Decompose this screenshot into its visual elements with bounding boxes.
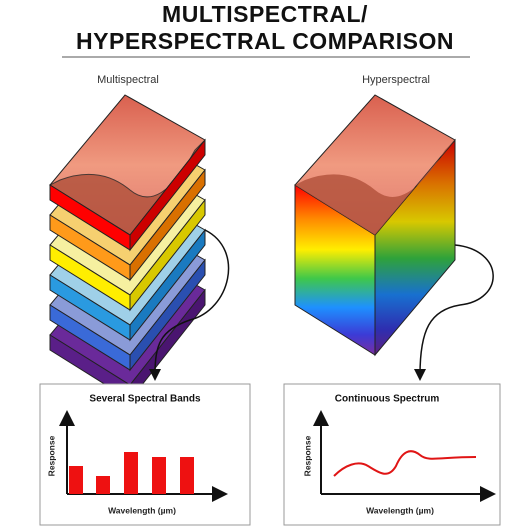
panel-label: Multispectral [97,74,159,86]
panel-label: Hyperspectral [362,74,430,86]
x-axis-label: Wavelength (µm) [108,505,176,515]
bars [69,452,194,494]
title-line: HYPERSPECTRAL COMPARISON [76,28,454,54]
chart-box [39,383,251,526]
chart-title: Continuous Spectrum [335,394,440,405]
y-axis-label: Response [46,435,56,476]
x-axis-label: Wavelength (µm) [366,505,434,515]
arrow [149,229,230,381]
title-line: MULTISPECTRAL/ [162,1,368,27]
spectrum-curve [333,450,477,477]
chart-title: Several Spectral Bands [89,394,201,405]
arrow [414,244,494,381]
hyper-cube [294,94,456,357]
chart-box [283,383,501,526]
band-stack [48,94,206,402]
y-axis-label: Response [302,435,312,476]
